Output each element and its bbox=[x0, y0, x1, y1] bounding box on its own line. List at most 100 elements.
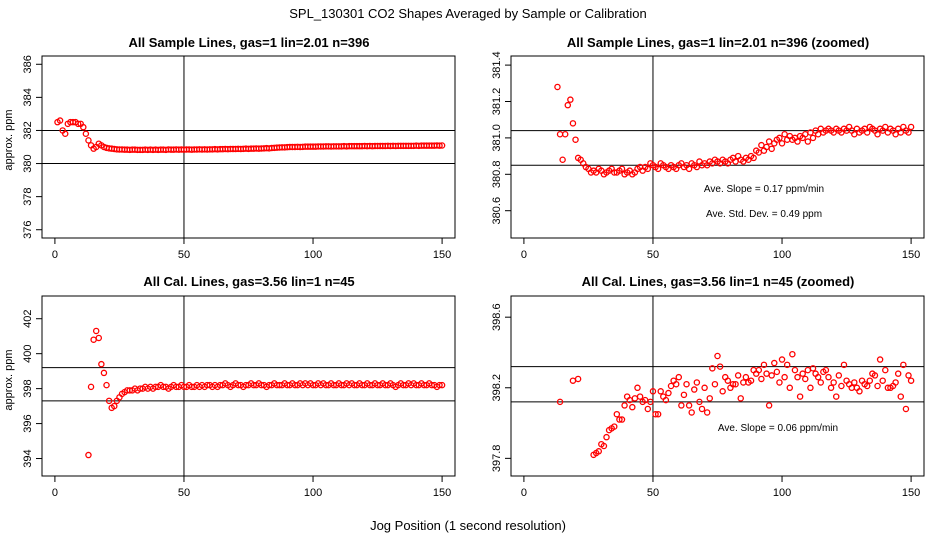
data-point bbox=[758, 375, 765, 383]
data-point bbox=[683, 380, 690, 388]
data-point bbox=[822, 366, 830, 374]
annotation-text: Ave. Slope = 0.17 ppm/min bbox=[704, 184, 824, 195]
panel-title: All Sample Lines, gas=1 lin=2.01 n=396 (… bbox=[567, 35, 869, 50]
panel-sample: All Sample Lines, gas=1 lin=2.01 n=396 a… bbox=[3, 35, 456, 261]
y-tick-label: 398.6 bbox=[491, 303, 503, 331]
data-point bbox=[678, 402, 685, 409]
data-point bbox=[105, 397, 113, 405]
data-point bbox=[879, 377, 886, 384]
x-tick-label: 0 bbox=[52, 249, 58, 261]
data-point bbox=[768, 372, 775, 379]
y-tick-label: 376 bbox=[22, 221, 34, 239]
data-point bbox=[765, 138, 773, 145]
figure-title: SPL_130301 CO2 Shapes Averaged by Sample… bbox=[289, 6, 647, 21]
data-point bbox=[709, 365, 716, 372]
data-point bbox=[611, 423, 618, 430]
data-point bbox=[103, 381, 110, 389]
data-point bbox=[781, 373, 788, 381]
figure-xlabel: Jog Position (1 second resolution) bbox=[370, 518, 566, 533]
data-point bbox=[905, 372, 912, 379]
data-point bbox=[82, 130, 90, 138]
annotation-text: Ave. Std. Dev. = 0.49 ppm bbox=[706, 209, 822, 220]
y-tick-label: 380 bbox=[22, 154, 34, 172]
plot-frame bbox=[510, 55, 925, 239]
panel-title: All Cal. Lines, gas=3.56 lin=1 n=45 (zoo… bbox=[582, 274, 855, 289]
x-tick-label: 50 bbox=[178, 249, 190, 261]
data-point bbox=[603, 433, 610, 441]
data-point bbox=[832, 393, 840, 400]
data-point bbox=[98, 360, 105, 368]
data-point bbox=[80, 123, 87, 131]
y-tick-label: 398.2 bbox=[491, 374, 503, 402]
data-point bbox=[564, 101, 572, 109]
data-point bbox=[732, 380, 739, 388]
data-point bbox=[778, 356, 786, 363]
x-tick-label: 150 bbox=[902, 487, 920, 499]
data-point bbox=[665, 389, 672, 397]
data-point bbox=[100, 369, 108, 377]
data-point bbox=[734, 372, 742, 379]
data-point bbox=[559, 156, 566, 163]
plot-frame bbox=[510, 295, 925, 477]
data-point bbox=[771, 359, 778, 367]
data-point bbox=[714, 352, 721, 360]
data-point bbox=[897, 393, 905, 400]
data-point bbox=[742, 373, 750, 381]
data-point bbox=[765, 402, 773, 409]
x-tick-label: 100 bbox=[773, 487, 791, 499]
panel-cal-zoomed: All Cal. Lines, gas=3.56 lin=1 n=45 (zoo… bbox=[491, 274, 925, 499]
data-point bbox=[760, 361, 768, 369]
x-tick-label: 100 bbox=[304, 487, 322, 499]
y-tick-label: 394 bbox=[22, 449, 34, 467]
data-point bbox=[804, 138, 812, 145]
data-point bbox=[755, 366, 763, 374]
data-point bbox=[856, 388, 863, 395]
data-point bbox=[74, 120, 82, 128]
data-point bbox=[616, 416, 623, 423]
data-point bbox=[636, 393, 644, 400]
data-point bbox=[634, 384, 641, 392]
data-point bbox=[835, 372, 843, 379]
data-point bbox=[685, 402, 693, 409]
data-point bbox=[882, 366, 889, 374]
data-point bbox=[778, 140, 786, 147]
data-point bbox=[85, 137, 92, 144]
data-point bbox=[750, 154, 757, 162]
data-point bbox=[776, 134, 783, 142]
x-tick-label: 0 bbox=[52, 487, 58, 499]
y-tick-label: 397.8 bbox=[491, 445, 503, 473]
data-point bbox=[866, 377, 874, 384]
data-point bbox=[804, 366, 812, 374]
data-point bbox=[827, 384, 835, 392]
data-point bbox=[629, 403, 636, 411]
panel-title: All Sample Lines, gas=1 lin=2.01 n=396 bbox=[129, 35, 370, 50]
data-point bbox=[799, 370, 806, 377]
data-point bbox=[675, 373, 683, 381]
data-point bbox=[851, 379, 858, 386]
data-point bbox=[92, 327, 100, 335]
data-point bbox=[874, 131, 881, 138]
data-point bbox=[657, 388, 664, 395]
data-point bbox=[621, 402, 628, 409]
x-tick-label: 50 bbox=[178, 487, 190, 499]
data-point bbox=[747, 377, 755, 384]
data-point bbox=[838, 382, 845, 390]
data-point bbox=[907, 123, 915, 131]
data-point bbox=[768, 145, 775, 153]
data-point bbox=[691, 386, 698, 393]
data-point bbox=[61, 130, 69, 138]
data-point bbox=[649, 388, 657, 395]
panel-cal: All Cal. Lines, gas=3.56 lin=1 n=45 appr… bbox=[3, 274, 456, 499]
panel-sample-zoomed: All Sample Lines, gas=1 lin=2.01 n=396 (… bbox=[491, 35, 925, 261]
data-point bbox=[561, 131, 569, 138]
data-point bbox=[618, 416, 626, 423]
x-tick-label: 150 bbox=[902, 249, 920, 261]
y-tick-label: 380.8 bbox=[491, 161, 503, 189]
data-point bbox=[900, 361, 907, 369]
data-point bbox=[556, 398, 564, 406]
y-axis-label: approx. ppm bbox=[3, 349, 15, 410]
data-point bbox=[680, 391, 688, 399]
data-point bbox=[783, 361, 791, 369]
data-point bbox=[554, 83, 561, 91]
y-tick-label: 378 bbox=[22, 187, 34, 205]
